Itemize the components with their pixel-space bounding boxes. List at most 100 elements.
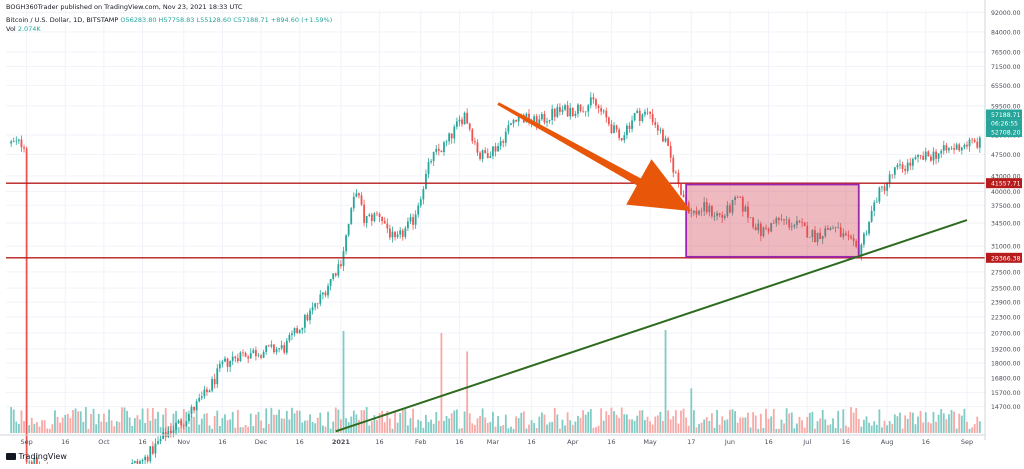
candle-body: [623, 135, 626, 141]
volume-bar: [695, 427, 698, 433]
volume-legend[interactable]: Vol 2.074K: [6, 25, 41, 33]
volume-bar: [713, 427, 716, 433]
volume-bar: [51, 424, 54, 433]
volume-bar: [672, 416, 675, 433]
candle-body: [584, 111, 587, 113]
volume-bar: [870, 425, 873, 433]
candle-body: [832, 227, 834, 229]
candle-body: [909, 162, 912, 166]
volume-bar: [149, 420, 152, 433]
volume-bar: [749, 427, 752, 433]
candle-body: [700, 210, 703, 212]
candle-body: [273, 344, 275, 353]
symbol-legend[interactable]: Bitcoin / U.S. Dollar, 1D, BITSTAMP O562…: [6, 16, 332, 24]
candle-body: [806, 225, 809, 238]
volume-bar: [811, 411, 814, 433]
volume-bar: [533, 422, 536, 433]
candle-body: [265, 345, 268, 353]
volume-bar: [321, 425, 324, 433]
candle-body: [185, 421, 188, 426]
volume-bar: [556, 414, 559, 433]
time-tick-label: 17: [687, 438, 695, 446]
candle-body: [492, 146, 494, 157]
price-tick-label: 16800.00: [991, 375, 1021, 382]
candle-body: [10, 141, 13, 144]
candle-body: [927, 151, 930, 157]
candle-body: [579, 104, 582, 112]
axes: 92000.00 84000.00 76500.00 71500.00 65500.00…: [0, 0, 1022, 446]
volume-bar: [729, 409, 731, 433]
candle-body: [275, 349, 278, 353]
volume-bar: [239, 427, 242, 433]
volume-bar: [899, 412, 901, 433]
candle-body: [376, 213, 378, 214]
volume-bar: [64, 414, 67, 433]
time-tick-label: Aug: [881, 438, 894, 446]
candle-body: [345, 235, 347, 252]
time-tick-label: 16: [61, 438, 69, 446]
volume-bar: [662, 420, 664, 433]
volume-bar: [450, 413, 453, 433]
price-tick-label: 40000.00: [991, 189, 1021, 196]
candle-body: [808, 237, 811, 238]
volume-bar: [198, 424, 201, 433]
candle-body: [955, 144, 958, 150]
candle-body: [332, 273, 335, 279]
volume-value: 2.074K: [17, 25, 41, 33]
candle-body: [169, 431, 172, 434]
down-arrow-annotation: [497, 102, 692, 212]
volume-bar: [208, 425, 211, 433]
candle-body: [180, 420, 183, 426]
drawing-annotations[interactable]: [6, 102, 985, 433]
volume-bar: [396, 422, 399, 433]
candle-body: [144, 456, 147, 461]
candle-body: [267, 345, 270, 347]
volume-bar: [195, 407, 198, 433]
tradingview-logo[interactable]: TradingView: [6, 452, 67, 461]
volume-bar: [857, 418, 860, 433]
candle-body: [873, 202, 876, 211]
volume-bar: [504, 414, 507, 433]
candle-body: [347, 223, 350, 236]
volume-bar: [973, 424, 976, 433]
candle-body: [510, 123, 512, 126]
volume-bar: [698, 424, 700, 433]
volume-bar: [283, 418, 286, 433]
candle-body: [33, 457, 36, 467]
volume-bar: [587, 411, 590, 433]
volume-bar: [613, 411, 615, 433]
volume-bar: [561, 419, 564, 433]
candle-body: [193, 406, 195, 411]
candle-body: [566, 105, 569, 117]
volume-bar: [968, 428, 971, 433]
candle-body: [736, 197, 739, 198]
price-label-bg: [986, 127, 1022, 138]
volume-bar: [133, 418, 136, 433]
candlestick-series: [10, 92, 981, 469]
volume-bar: [113, 426, 116, 433]
candle-body: [919, 155, 922, 156]
volume-bar: [765, 408, 767, 433]
candle-body: [468, 123, 471, 130]
volume-bar: [12, 409, 15, 433]
candle-body: [445, 141, 448, 143]
candle-body: [917, 155, 919, 158]
candle-body: [419, 199, 422, 206]
candle-body: [23, 147, 25, 149]
candle-body: [682, 194, 685, 198]
time-tick-label: 16: [296, 438, 304, 446]
candle-body: [461, 119, 463, 125]
volume-bar: [242, 427, 244, 433]
candle-body: [911, 158, 914, 166]
volume-bar: [922, 422, 925, 433]
volume-bar: [131, 426, 134, 433]
symbol-title: Bitcoin / U.S. Dollar, 1D, BITSTAMP: [6, 16, 119, 24]
volume-bar: [79, 411, 82, 433]
volume-bar: [218, 426, 221, 433]
volume-bar: [935, 421, 937, 433]
candle-body: [796, 220, 798, 225]
price-label-bg: [986, 252, 1022, 263]
candle-body: [458, 119, 461, 122]
